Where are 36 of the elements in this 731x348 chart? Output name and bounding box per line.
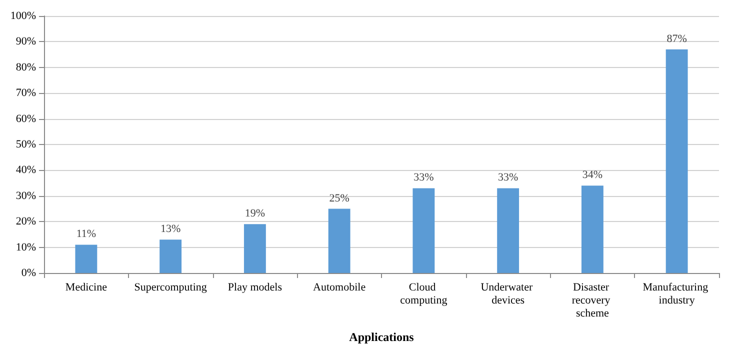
data-label: 13% bbox=[160, 223, 181, 236]
x-tick-label: Disaster recovery scheme bbox=[572, 282, 614, 320]
x-tick-label: Manufacturing industry bbox=[642, 282, 711, 306]
x-tick-label: Medicine bbox=[65, 282, 108, 294]
data-label: 33% bbox=[498, 172, 518, 184]
x-tick-label: Cloud computing bbox=[400, 282, 448, 306]
y-tick-label: 100% bbox=[10, 10, 36, 22]
y-tick-label: 20% bbox=[16, 216, 36, 228]
bar bbox=[412, 188, 435, 273]
x-tick-label: Supercomputing bbox=[134, 282, 208, 294]
bar bbox=[581, 186, 604, 273]
data-label: 87% bbox=[666, 32, 687, 45]
y-tick-label: 70% bbox=[16, 87, 36, 100]
bar bbox=[244, 224, 266, 273]
x-tick-label: Underwater devices bbox=[480, 282, 536, 306]
y-tick-label: 60% bbox=[16, 112, 36, 125]
y-tick-label: 10% bbox=[16, 241, 36, 254]
y-tick-label: 30% bbox=[16, 190, 36, 202]
bar bbox=[75, 244, 98, 273]
bar bbox=[160, 240, 182, 273]
data-label: 34% bbox=[582, 169, 603, 182]
data-label: 19% bbox=[244, 208, 266, 220]
data-label: 25% bbox=[329, 192, 350, 204]
y-tick-label: 40% bbox=[16, 164, 36, 176]
bar bbox=[328, 208, 350, 273]
data-label: 33% bbox=[414, 172, 434, 184]
x-tick-label: Automobile bbox=[313, 282, 366, 294]
y-tick-label: 80% bbox=[16, 61, 36, 74]
y-tick-label: 0% bbox=[21, 267, 36, 279]
x-axis-title: Applications bbox=[349, 330, 414, 344]
y-tick-label: 50% bbox=[16, 138, 36, 150]
x-tick-label: Play models bbox=[228, 282, 282, 294]
bar bbox=[497, 188, 520, 273]
data-label: 11% bbox=[76, 228, 96, 240]
bar bbox=[666, 49, 688, 273]
y-tick-label: 90% bbox=[16, 36, 36, 48]
